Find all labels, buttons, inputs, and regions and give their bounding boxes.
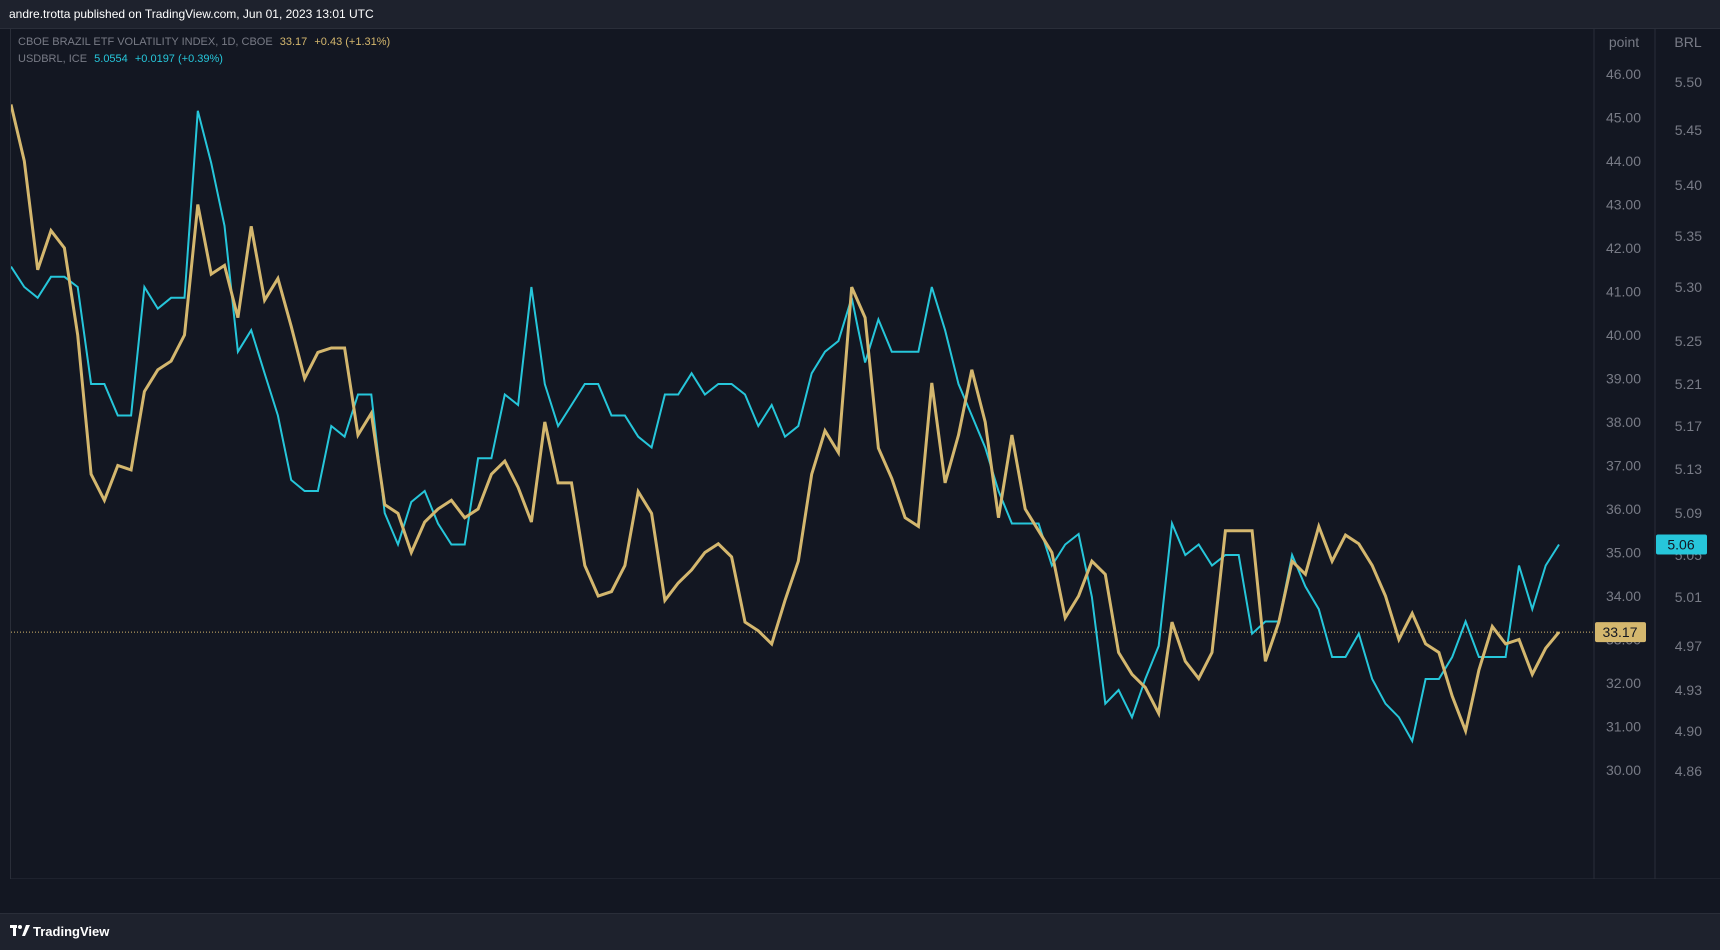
right-axis-tick-label: 4.90 bbox=[1675, 723, 1702, 739]
left-axis-tick-label: 35.00 bbox=[1606, 545, 1641, 561]
legend-vxewz-value: 33.17 bbox=[279, 36, 308, 48]
right-axis-tick-label: 5.40 bbox=[1675, 177, 1702, 193]
left-axis-tick-label: 42.00 bbox=[1606, 240, 1641, 256]
right-axis-tick-label: 5.21 bbox=[1675, 376, 1702, 392]
publish-header: andre.trotta published on TradingView.co… bbox=[0, 0, 1720, 29]
left-axis-ticks: 46.00 45.00 44.00 43.00 42.00 41.00 40.00 39.00… bbox=[1606, 66, 1641, 778]
left-axis-tick-label: 43.00 bbox=[1606, 197, 1641, 213]
legend-series-usdbrl[interactable]: USDBRL, ICE 5.0554 +0.0197 (+0.39%) bbox=[18, 51, 390, 68]
left-axis-tick-label: 41.00 bbox=[1606, 284, 1641, 300]
left-axis-unit-label: point bbox=[1609, 34, 1639, 50]
chart-legend: CBOE BRAZIL ETF VOLATILITY INDEX, 1D, CB… bbox=[18, 34, 390, 68]
right-axis-tick-label: 4.86 bbox=[1675, 763, 1702, 779]
right-axis-tick-label: 4.97 bbox=[1675, 638, 1702, 654]
left-axis-tick-label: 36.00 bbox=[1606, 501, 1641, 517]
legend-vxewz-change: +0.43 (+1.31%) bbox=[314, 36, 391, 48]
legend-usdbrl-name: USDBRL, ICE bbox=[18, 53, 88, 65]
legend-usdbrl-value: 5.0554 bbox=[94, 53, 128, 65]
left-axis-tick-label: 32.00 bbox=[1606, 675, 1641, 691]
series-line-usdbrl[interactable] bbox=[11, 110, 1560, 744]
left-axis-tick-label: 37.00 bbox=[1606, 458, 1641, 474]
left-axis-tick-label: 30.00 bbox=[1606, 762, 1641, 778]
left-axis-tick-label: 31.00 bbox=[1606, 719, 1641, 735]
right-axis-ticks: 5.50 5.45 5.40 5.35 5.30 5.25 5.21 5.17 5.13 5.09… bbox=[1675, 74, 1702, 779]
left-axis-tick-label: 46.00 bbox=[1606, 66, 1641, 82]
left-axis-tick-label: 40.00 bbox=[1606, 327, 1641, 343]
right-axis-tick-label: 5.09 bbox=[1675, 505, 1702, 521]
left-axis-tick-label: 38.00 bbox=[1606, 414, 1641, 430]
series-line-vxewz[interactable] bbox=[11, 104, 1561, 737]
chart-canvas[interactable]: point BRL 46.00 45.00 44.00 43.00 42.00 41.00… bbox=[11, 28, 1720, 879]
right-axis-tick-label: 5.30 bbox=[1675, 279, 1702, 295]
chart-frame: point BRL 46.00 45.00 44.00 43.00 42.00 41.00… bbox=[10, 28, 1720, 879]
published-text: andre.trotta published on TradingView.co… bbox=[9, 7, 374, 21]
usdbrl-last-value: 5.06 bbox=[1667, 537, 1694, 553]
usdbrl-last-value-tag: 5.06 bbox=[1656, 534, 1707, 555]
right-axis-tick-label: 5.01 bbox=[1675, 589, 1702, 605]
vxewz-last-value: 33.17 bbox=[1602, 624, 1637, 640]
right-axis-tick-label: 5.25 bbox=[1675, 333, 1702, 349]
right-axis-tick-label: 5.35 bbox=[1675, 228, 1702, 244]
left-axis-tick-label: 45.00 bbox=[1606, 110, 1641, 126]
footer-bar: TradingView bbox=[0, 913, 1720, 950]
legend-series-vxewz[interactable]: CBOE BRAZIL ETF VOLATILITY INDEX, 1D, CB… bbox=[18, 34, 390, 51]
right-axis-unit-label: BRL bbox=[1674, 34, 1701, 50]
legend-vxewz-name: CBOE BRAZIL ETF VOLATILITY INDEX, 1D, CB… bbox=[18, 36, 273, 48]
left-axis-tick-label: 34.00 bbox=[1606, 588, 1641, 604]
right-axis-tick-label: 5.45 bbox=[1675, 122, 1702, 138]
right-axis-tick-label: 4.93 bbox=[1675, 682, 1702, 698]
brand-name: TradingView bbox=[33, 924, 110, 939]
right-axis-tick-label: 5.50 bbox=[1675, 74, 1702, 90]
right-axis-tick-label: 5.13 bbox=[1675, 461, 1702, 477]
tradingview-logo-icon bbox=[10, 925, 30, 936]
legend-usdbrl-change: +0.0197 (+0.39%) bbox=[134, 53, 223, 65]
left-axis-tick-label: 44.00 bbox=[1606, 153, 1641, 169]
vxewz-last-value-tag: 33.17 bbox=[1595, 622, 1646, 643]
right-axis-tick-label: 5.17 bbox=[1675, 418, 1702, 434]
left-axis-tick-label: 39.00 bbox=[1606, 371, 1641, 387]
